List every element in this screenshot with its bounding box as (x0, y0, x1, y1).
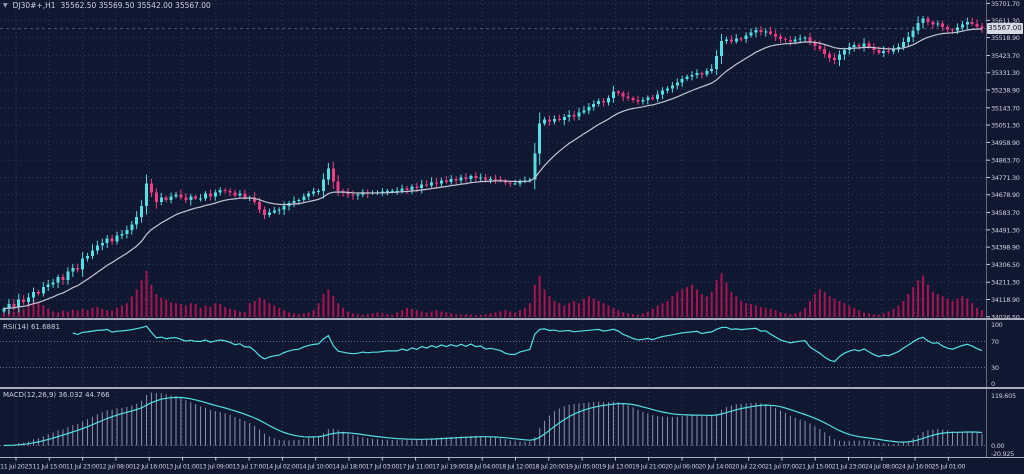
svg-text:34398.90: 34398.90 (991, 244, 1020, 252)
svg-text:18 Jul 20:00: 18 Jul 20:00 (532, 464, 566, 471)
svg-text:13 Jul 17:00: 13 Jul 17:00 (232, 464, 266, 471)
svg-text:100: 100 (991, 321, 1003, 329)
symbol-dropdown-icon[interactable]: ▼ (3, 1, 8, 9)
svg-text:14 Jul 10:00: 14 Jul 10:00 (299, 464, 333, 471)
svg-text:34306.50: 34306.50 (991, 261, 1020, 269)
svg-text:11 Jul 2023: 11 Jul 2023 (0, 464, 32, 471)
svg-text:35611.30: 35611.30 (991, 17, 1020, 25)
ohlc-readout: 35562.50 35569.50 35542.00 35567.00 (60, 1, 211, 10)
svg-text:14 Jul 18:00: 14 Jul 18:00 (332, 464, 366, 471)
svg-text:13 Jul 01:00: 13 Jul 01:00 (166, 464, 200, 471)
svg-text:21 Jul 07:00: 21 Jul 07:00 (765, 464, 799, 471)
svg-text:35331.30: 35331.30 (991, 69, 1020, 77)
svg-text:19 Jul 13:00: 19 Jul 13:00 (599, 464, 633, 471)
svg-text:20 Jul 06:00: 20 Jul 06:00 (665, 464, 699, 471)
svg-text:17 Jul 03:00: 17 Jul 03:00 (366, 464, 400, 471)
svg-text:0: 0 (991, 380, 995, 388)
svg-text:30: 30 (991, 364, 999, 372)
rsi-indicator-label: RSI(14) 61.6881 (3, 323, 60, 331)
svg-text:24 Jul 08:00: 24 Jul 08:00 (865, 464, 899, 471)
svg-text:34026.50: 34026.50 (991, 313, 1020, 321)
svg-text:119.605: 119.605 (991, 392, 1016, 400)
svg-text:-20.925: -20.925 (991, 450, 1014, 458)
ma-line (3, 28, 983, 310)
svg-text:12 Jul 16:00: 12 Jul 16:00 (132, 464, 166, 471)
grid-layer (0, 0, 986, 457)
svg-text:18 Jul 04:00: 18 Jul 04:00 (465, 464, 499, 471)
svg-text:70: 70 (991, 338, 999, 346)
svg-text:18 Jul 12:00: 18 Jul 12:00 (499, 464, 533, 471)
time-axis[interactable] (0, 457, 1024, 474)
svg-text:21 Jul 15:00: 21 Jul 15:00 (798, 464, 832, 471)
svg-text:34118.90: 34118.90 (991, 296, 1020, 304)
svg-text:34491.30: 34491.30 (991, 226, 1020, 234)
panel-separator-rsi[interactable] (0, 318, 1024, 320)
svg-text:17 Jul 19:00: 17 Jul 19:00 (432, 464, 466, 471)
svg-text:0.00: 0.00 (991, 442, 1004, 450)
svg-text:34678.90: 34678.90 (991, 191, 1020, 199)
rsi-line (72, 325, 983, 363)
svg-text:21 Jul 23:00: 21 Jul 23:00 (832, 464, 866, 471)
svg-text:35518.90: 35518.90 (991, 34, 1020, 42)
svg-text:12 Jul 08:00: 12 Jul 08:00 (99, 464, 133, 471)
svg-text:35051.30: 35051.30 (991, 122, 1020, 130)
volume-layer (3, 271, 983, 317)
svg-text:35701.70: 35701.70 (991, 0, 1020, 8)
svg-text:20 Jul 14:00: 20 Jul 14:00 (699, 464, 733, 471)
svg-text:20 Jul 22:00: 20 Jul 22:00 (732, 464, 766, 471)
macd-layer (3, 392, 983, 447)
svg-text:14 Jul 02:00: 14 Jul 02:00 (266, 464, 300, 471)
svg-text:34211.30: 34211.30 (991, 279, 1020, 287)
svg-text:34583.70: 34583.70 (991, 209, 1020, 217)
svg-text:19 Jul 05:00: 19 Jul 05:00 (565, 464, 599, 471)
svg-text:35238.90: 35238.90 (991, 86, 1020, 94)
svg-text:24 Jul 16:00: 24 Jul 16:00 (898, 464, 932, 471)
svg-text:17 Jul 11:00: 17 Jul 11:00 (399, 464, 433, 471)
svg-text:11 Jul 15:00: 11 Jul 15:00 (33, 464, 67, 471)
svg-text:11 Jul 23:00: 11 Jul 23:00 (66, 464, 100, 471)
chart-title-bar: ▼ DJ30#+,H1 35562.50 35569.50 35542.00 3… (3, 1, 211, 10)
price-axis[interactable] (986, 0, 1024, 457)
svg-text:13 Jul 09:00: 13 Jul 09:00 (199, 464, 233, 471)
svg-text:25 Jul 01:00: 25 Jul 01:00 (932, 464, 966, 471)
svg-text:34863.70: 34863.70 (991, 157, 1020, 165)
svg-text:35143.70: 35143.70 (991, 104, 1020, 112)
svg-text:34958.90: 34958.90 (991, 139, 1020, 147)
svg-text:34771.30: 34771.30 (991, 174, 1020, 182)
current-price-badge: 35567.00 (987, 23, 1023, 35)
macd-indicator-label: MACD(12,26,9) 36.032 44.766 (3, 391, 110, 399)
svg-text:35423.70: 35423.70 (991, 52, 1020, 60)
symbol-timeframe-label: DJ30#+,H1 (12, 1, 56, 10)
svg-text:19 Jul 21:00: 19 Jul 21:00 (632, 464, 666, 471)
panel-separator-macd[interactable] (0, 387, 1024, 389)
